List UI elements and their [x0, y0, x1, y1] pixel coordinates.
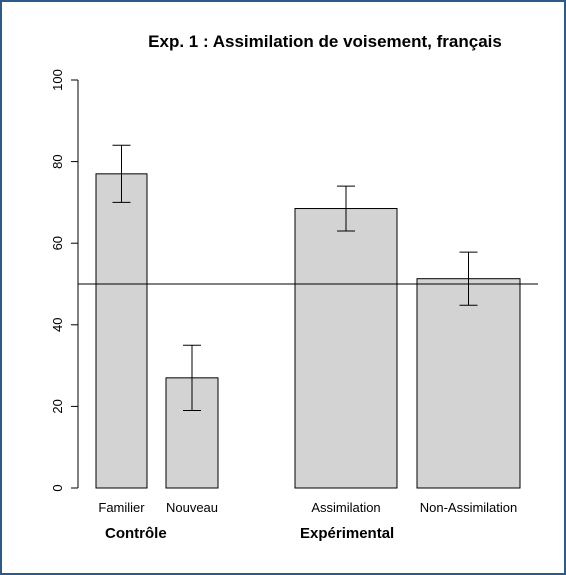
group-label: Contrôle — [105, 525, 167, 542]
y-tick-label: 80 — [50, 154, 65, 168]
y-tick-label: 100 — [50, 69, 65, 91]
x-tick-label: Non-Assimilation — [420, 500, 518, 515]
bar — [294, 208, 398, 489]
bar — [95, 173, 148, 489]
group-label: Expérimental — [300, 525, 394, 542]
bar — [416, 278, 521, 489]
x-tick-label: Nouveau — [166, 500, 218, 515]
error-bar — [112, 144, 131, 203]
x-tick-label: Assimilation — [311, 500, 380, 515]
error-bar — [337, 185, 355, 232]
error-bar — [459, 251, 478, 306]
x-tick-label: Familier — [98, 500, 145, 515]
error-bar — [183, 344, 201, 411]
y-tick-label: 40 — [50, 318, 65, 332]
chart-title: Exp. 1 : Assimilation de voisement, fran… — [148, 32, 502, 51]
y-tick-label: 60 — [50, 236, 65, 250]
y-tick-label: 20 — [50, 399, 65, 413]
y-tick-label: 0 — [50, 484, 65, 491]
